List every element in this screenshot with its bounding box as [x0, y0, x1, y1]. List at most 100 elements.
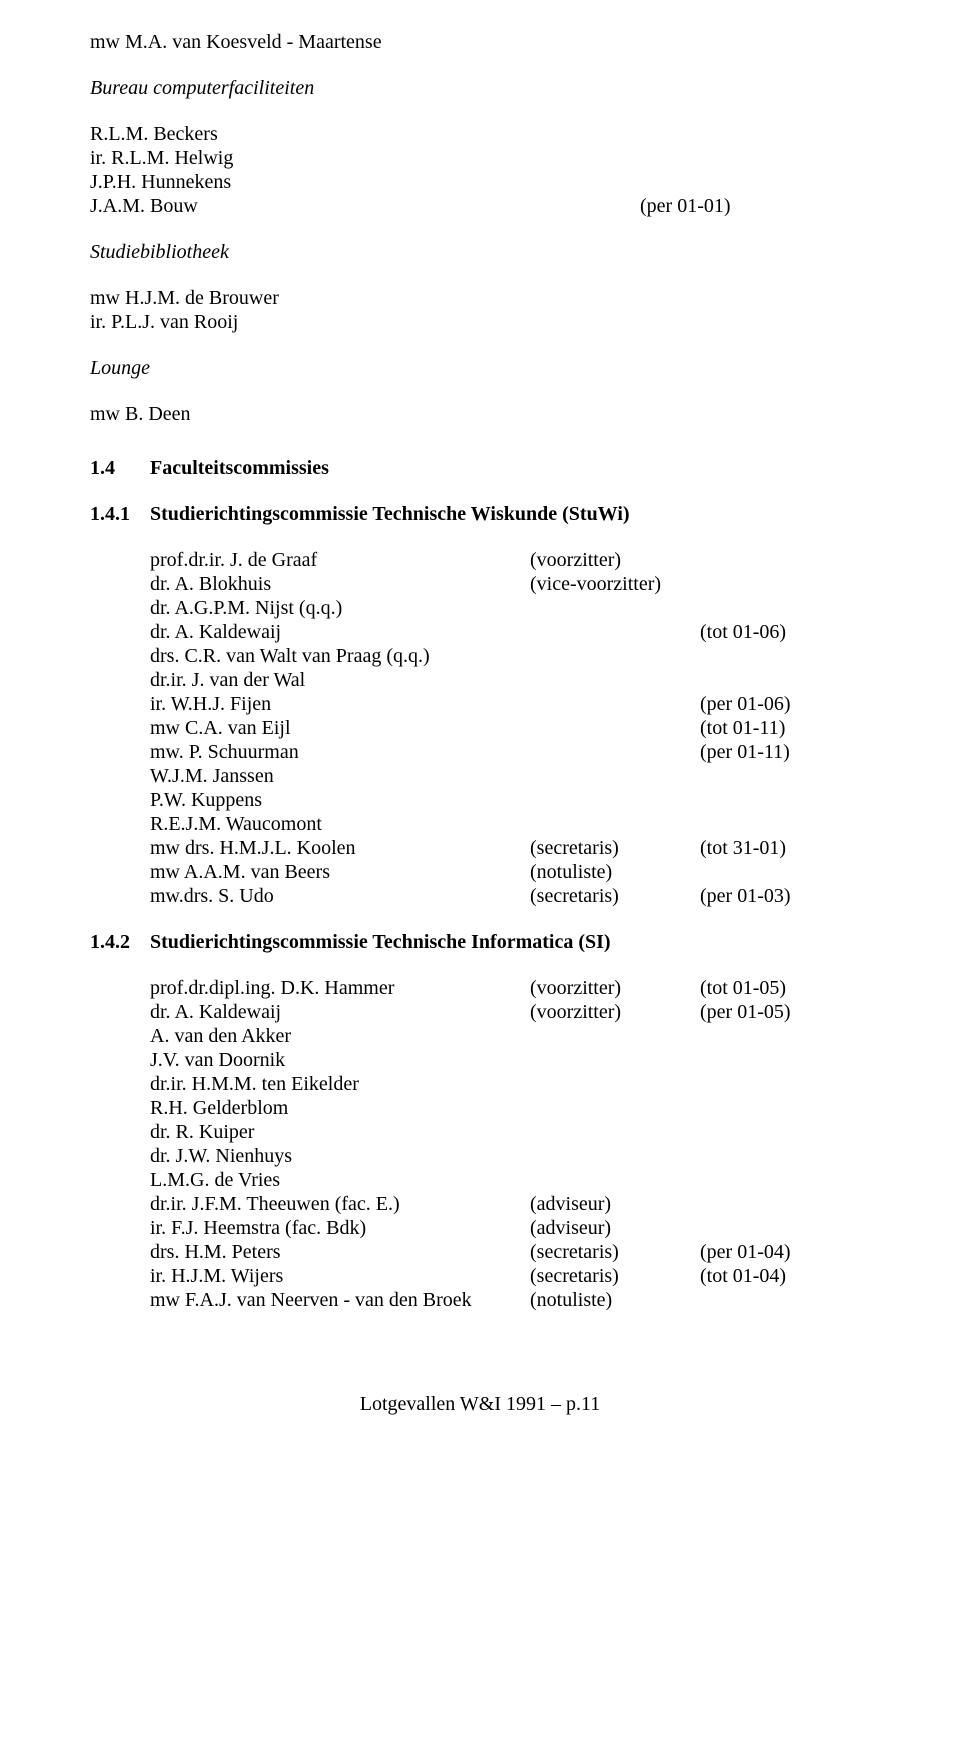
person-name: dr. A.G.P.M. Nijst (q.q.) [150, 596, 530, 620]
person-name: R.L.M. Beckers [90, 122, 470, 146]
person-name: J.A.M. Bouw [90, 194, 470, 218]
person-note [640, 170, 810, 194]
person-row: R.H. Gelderblom [150, 1096, 870, 1120]
person-row: dr.ir. J.F.M. Theeuwen (fac. E.)(adviseu… [150, 1192, 870, 1216]
group-list: mw B. Deen [90, 402, 870, 426]
person-row: dr. A.G.P.M. Nijst (q.q.) [150, 596, 870, 620]
group-heading: Studiebibliotheek [90, 240, 870, 264]
person-row: dr. A. Kaldewaij(voorzitter)(per 01-05) [150, 1000, 870, 1024]
person-note [640, 146, 810, 170]
person-note [640, 122, 810, 146]
person-row: drs. C.R. van Walt van Praag (q.q.) [150, 644, 870, 668]
person-role: (secretaris) [530, 1264, 700, 1288]
person-name: A. van den Akker [150, 1024, 530, 1048]
person-role: (voorzitter) [530, 976, 700, 1000]
person-role [470, 194, 640, 218]
person-name: dr.ir. J. van der Wal [150, 668, 530, 692]
person-note [700, 1168, 870, 1192]
person-row: R.E.J.M. Waucomont [150, 812, 870, 836]
person-name: prof.dr.ir. J. de Graaf [150, 548, 530, 572]
person-note [640, 402, 810, 426]
person-role: (vice-voorzitter) [530, 572, 700, 596]
person-name: mw C.A. van Eijl [150, 716, 530, 740]
person-note [640, 310, 810, 334]
person-row: J.V. van Doornik [150, 1048, 870, 1072]
person-note [700, 1288, 870, 1312]
person-role [530, 740, 700, 764]
person-role [470, 286, 640, 310]
subsection-number: 1.4.2 [90, 930, 150, 954]
person-note [700, 1144, 870, 1168]
person-name: ir. P.L.J. van Rooij [90, 310, 470, 334]
person-name: prof.dr.dipl.ing. D.K. Hammer [150, 976, 530, 1000]
person-row: mw.drs. S. Udo(secretaris)(per 01-03) [150, 884, 870, 908]
subsection-title: Studierichtingscommissie Technische Wisk… [150, 502, 870, 526]
person-name: mw B. Deen [90, 402, 470, 426]
person-note: (per 01-01) [640, 194, 810, 218]
subsection-heading: 1.4.2 Studierichtingscommissie Technisch… [90, 930, 870, 954]
sub1-list: prof.dr.ir. J. de Graaf(voorzitter)dr. A… [90, 548, 870, 908]
person-role [530, 716, 700, 740]
person-row: drs. H.M. Peters(secretaris)(per 01-04) [150, 1240, 870, 1264]
sub2-list: prof.dr.dipl.ing. D.K. Hammer(voorzitter… [90, 976, 870, 1312]
person-name: J.V. van Doornik [150, 1048, 530, 1072]
person-role [530, 1120, 700, 1144]
person-role [470, 402, 640, 426]
person-role [530, 1144, 700, 1168]
person-row: P.W. Kuppens [150, 788, 870, 812]
person-name: J.P.H. Hunnekens [90, 170, 470, 194]
person-row: ir. H.J.M. Wijers(secretaris)(tot 01-04) [150, 1264, 870, 1288]
person-row: mw H.J.M. de Brouwer [90, 286, 870, 310]
subsection-number: 1.4.1 [90, 502, 150, 526]
person-name: drs. H.M. Peters [150, 1240, 530, 1264]
person-note [700, 1072, 870, 1096]
subsection-heading: 1.4.1 Studierichtingscommissie Technisch… [90, 502, 870, 526]
person-role [530, 764, 700, 788]
group-heading: Bureau computerfaciliteiten [90, 76, 870, 100]
person-role: (adviseur) [530, 1216, 700, 1240]
person-row: prof.dr.dipl.ing. D.K. Hammer(voorzitter… [150, 976, 870, 1000]
person-row: R.L.M. Beckers [90, 122, 870, 146]
person-name: dr. J.W. Nienhuys [150, 1144, 530, 1168]
person-role [530, 812, 700, 836]
person-role: (secretaris) [530, 836, 700, 860]
person-row: dr. A. Kaldewaij(tot 01-06) [150, 620, 870, 644]
person-role [470, 170, 640, 194]
person-name: ir. H.J.M. Wijers [150, 1264, 530, 1288]
person-role [530, 788, 700, 812]
person-role [530, 1096, 700, 1120]
person-row: mw C.A. van Eijl(tot 01-11) [150, 716, 870, 740]
person-row: A. van den Akker [150, 1024, 870, 1048]
person-note [700, 788, 870, 812]
person-role [530, 1048, 700, 1072]
person-row: dr.ir. H.M.M. ten Eikelder [150, 1072, 870, 1096]
page-footer: Lotgevallen W&I 1991 – p.11 [90, 1392, 870, 1416]
person-row: prof.dr.ir. J. de Graaf(voorzitter) [150, 548, 870, 572]
person-note [700, 764, 870, 788]
person-note [700, 548, 870, 572]
person-role [470, 310, 640, 334]
person-role: (secretaris) [530, 1240, 700, 1264]
person-note [700, 1096, 870, 1120]
person-role: (voorzitter) [530, 548, 700, 572]
person-row: dr.ir. J. van der Wal [150, 668, 870, 692]
person-row: mw A.A.M. van Beers(notuliste) [150, 860, 870, 884]
person-note: (tot 01-05) [700, 976, 870, 1000]
person-note: (per 01-06) [700, 692, 870, 716]
group-list: R.L.M. Beckersir. R.L.M. HelwigJ.P.H. Hu… [90, 122, 870, 218]
person-note: (per 01-04) [700, 1240, 870, 1264]
person-role [530, 1168, 700, 1192]
person-note [700, 572, 870, 596]
person-note [700, 1048, 870, 1072]
person-note: (per 01-03) [700, 884, 870, 908]
person-note [700, 668, 870, 692]
top-name: mw M.A. van Koesveld - Maartense [90, 30, 870, 54]
person-name: mw. P. Schuurman [150, 740, 530, 764]
person-note: (tot 31-01) [700, 836, 870, 860]
person-note [640, 286, 810, 310]
person-name: dr.ir. J.F.M. Theeuwen (fac. E.) [150, 1192, 530, 1216]
person-name: mw H.J.M. de Brouwer [90, 286, 470, 310]
person-note [700, 1024, 870, 1048]
person-note [700, 644, 870, 668]
person-role: (voorzitter) [530, 1000, 700, 1024]
